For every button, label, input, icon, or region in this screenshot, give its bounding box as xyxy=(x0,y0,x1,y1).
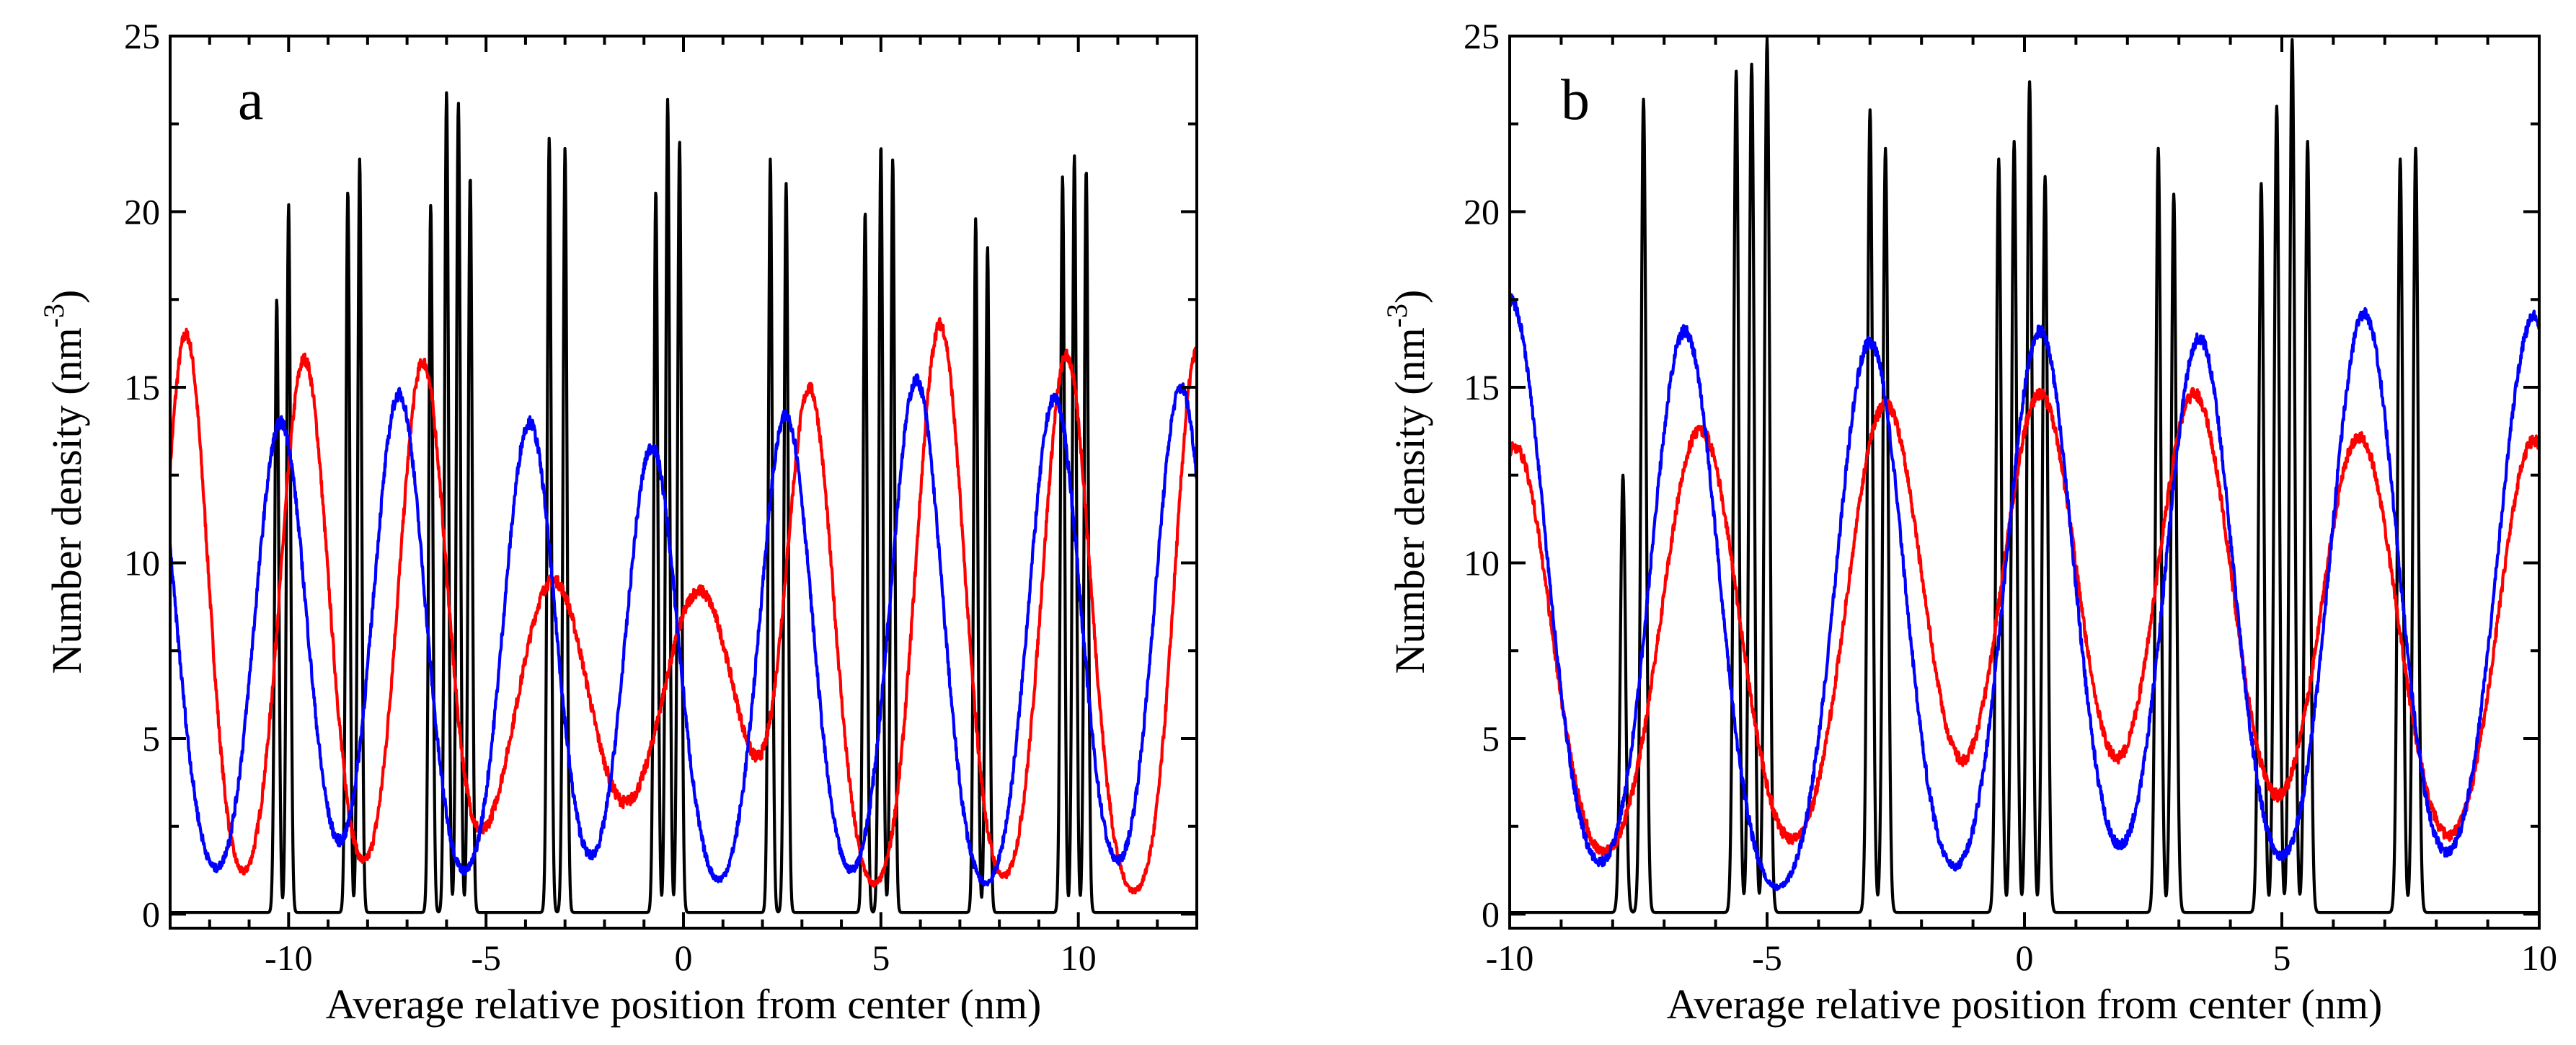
panel-b-label: b xyxy=(1561,69,1590,132)
y-tick-label: 25 xyxy=(124,16,160,56)
panel-b-series xyxy=(1510,38,2539,914)
panel-b: b -10 -5 0 5 10 0 5 10 15 20 25 Average relative … xyxy=(1381,16,2557,1028)
series-line-red xyxy=(170,317,1197,895)
panel-a-y-axis-label: Number density (nm-3) xyxy=(37,290,90,674)
panel-a-x-axis: -10 -5 0 5 10 xyxy=(169,36,1198,978)
series-line-blue xyxy=(170,373,1197,887)
x-tick-label: 0 xyxy=(2016,938,2034,978)
x-tick-label: 10 xyxy=(1061,938,1097,978)
series-line-black xyxy=(1510,38,2539,914)
panel-b-y-axis-label-main: Number density (nm xyxy=(1386,327,1433,674)
y-tick-label: 15 xyxy=(124,367,160,407)
panel-b-y-axis-label: Number density (nm-3) xyxy=(1381,290,1433,674)
x-tick-label: -5 xyxy=(471,938,501,978)
y-tick-label: 5 xyxy=(1482,718,1500,759)
panel-a-series xyxy=(170,91,1197,914)
panel-a-y-axis-label-main: Number density (nm xyxy=(43,327,90,674)
x-tick-label: 0 xyxy=(675,938,693,978)
x-tick-label: 5 xyxy=(872,938,890,978)
y-tick-label: 0 xyxy=(142,894,160,935)
x-tick-label: 10 xyxy=(2521,938,2557,978)
panel-a-x-axis-label: Average relative position from center (n… xyxy=(326,981,1042,1028)
y-tick-label: 10 xyxy=(1464,543,1500,583)
panel-b-y-axis-label-superscript: -3 xyxy=(1381,304,1413,327)
x-tick-label: -10 xyxy=(1486,938,1534,978)
panel-b-y-axis: 0 5 10 15 20 25 xyxy=(1464,16,2539,935)
y-tick-label: 15 xyxy=(1464,367,1500,407)
y-tick-label: 20 xyxy=(1464,192,1500,232)
panel-b-x-axis-label: Average relative position from center (n… xyxy=(1667,981,2383,1028)
panel-b-y-axis-label-close: ) xyxy=(1386,290,1433,304)
y-tick-label: 10 xyxy=(124,543,160,583)
y-tick-label: 5 xyxy=(142,718,160,759)
x-tick-label: -10 xyxy=(265,938,313,978)
series-line-red xyxy=(1510,387,2539,857)
panel-a-y-axis-label-close: ) xyxy=(43,290,90,304)
panel-a: a -10 -5 0 5 10 0 5 10 15 20 25 Average relative … xyxy=(37,16,1198,1028)
x-tick-label: -5 xyxy=(1752,938,1782,978)
x-tick-label: 5 xyxy=(2273,938,2291,978)
series-line-black xyxy=(170,91,1197,914)
panel-a-y-axis: 0 5 10 15 20 25 xyxy=(124,16,1197,935)
series-line-blue xyxy=(1510,293,2539,891)
panel-a-y-axis-label-superscript: -3 xyxy=(37,304,70,327)
panel-a-label: a xyxy=(238,69,264,132)
y-tick-label: 0 xyxy=(1482,894,1500,935)
y-tick-label: 20 xyxy=(124,192,160,232)
y-tick-label: 25 xyxy=(1464,16,1500,56)
panel-b-x-axis: -10 -5 0 5 10 xyxy=(1486,36,2557,978)
